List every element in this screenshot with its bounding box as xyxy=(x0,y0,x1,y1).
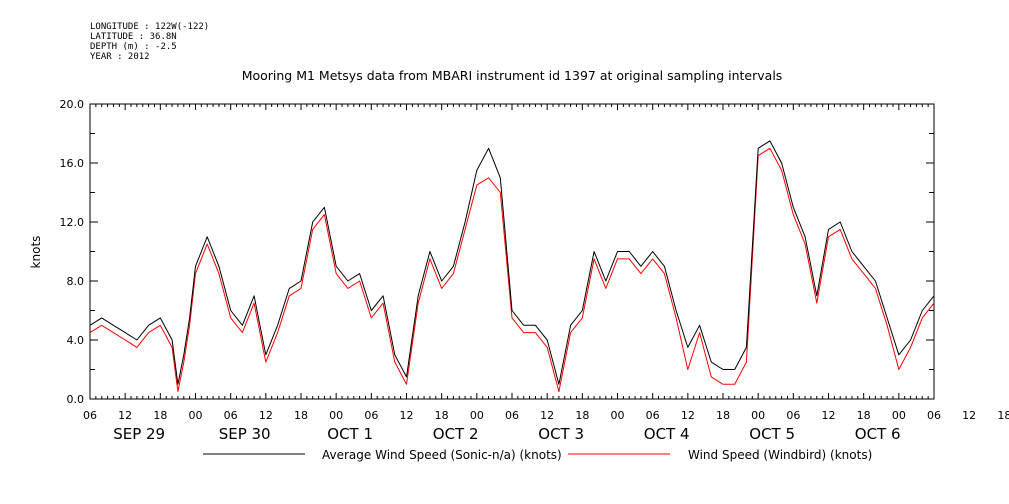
x-hour-label: 12 xyxy=(822,409,836,422)
legend-label-windbird: Wind Speed (Windbird) (knots) xyxy=(688,448,872,462)
x-hour-label: 12 xyxy=(400,409,414,422)
x-hour-label: 12 xyxy=(118,409,132,422)
series-line xyxy=(89,147,935,393)
legend: Average Wind Speed (Sonic-n/a) (knots) W… xyxy=(203,448,872,462)
year-label: YEAR : 2012 xyxy=(90,52,150,62)
series-lines xyxy=(89,140,935,393)
x-hour-label: 00 xyxy=(470,409,484,422)
x-hour-label: 06 xyxy=(646,409,660,422)
x-hour-label: 18 xyxy=(435,409,449,422)
y-tick-label: 16.0 xyxy=(60,157,85,170)
x-hour-label: 06 xyxy=(364,409,378,422)
x-hour-label: 12 xyxy=(681,409,695,422)
x-day-label: OCT 4 xyxy=(644,425,690,443)
x-hour-label: 18 xyxy=(153,409,167,422)
x-hour-label: 18 xyxy=(997,409,1009,422)
x-day-label: SEP 30 xyxy=(219,425,271,443)
x-hour-label: 06 xyxy=(505,409,519,422)
x-hour-label: 00 xyxy=(892,409,906,422)
x-hour-label: 12 xyxy=(962,409,976,422)
y-axis-label: knots xyxy=(29,236,43,269)
x-hour-label: 06 xyxy=(927,409,941,422)
x-hour-label: 12 xyxy=(259,409,273,422)
legend-label-average: Average Wind Speed (Sonic-n/a) (knots) xyxy=(322,448,562,462)
x-hour-label: 18 xyxy=(294,409,308,422)
x-day-label: OCT 6 xyxy=(855,425,901,443)
x-day-label: OCT 1 xyxy=(327,425,373,443)
x-hour-label: 00 xyxy=(189,409,203,422)
x-hour-label: 06 xyxy=(224,409,238,422)
x-hour-label: 18 xyxy=(716,409,730,422)
x-hour-label: 00 xyxy=(751,409,765,422)
x-hour-label: 06 xyxy=(786,409,800,422)
y-tick-label: 12.0 xyxy=(60,216,85,229)
x-day-label: SEP 29 xyxy=(113,425,165,443)
y-tick-label: 0.0 xyxy=(67,393,85,406)
axis-ticks xyxy=(89,103,935,400)
x-hour-label: 00 xyxy=(611,409,625,422)
x-hour-label: 00 xyxy=(329,409,343,422)
metadata-block: LONGITUDE : 122W(-122) LATITUDE : 36.8N … xyxy=(90,22,209,62)
latitude-label: LATITUDE : 36.8N xyxy=(90,32,177,42)
x-day-label: OCT 2 xyxy=(433,425,479,443)
y-tick-labels: 0.0 4.0 8.0 12.0 16.0 20.0 xyxy=(60,98,85,406)
series-line xyxy=(89,140,935,385)
x-hour-label: 12 xyxy=(540,409,554,422)
x-hour-label: 18 xyxy=(857,409,871,422)
x-day-label: OCT 3 xyxy=(538,425,584,443)
longitude-label: LONGITUDE : 122W(-122) xyxy=(90,22,210,32)
x-day-label: OCT 5 xyxy=(749,425,795,443)
y-tick-label: 20.0 xyxy=(60,98,85,111)
y-tick-label: 4.0 xyxy=(67,334,85,347)
x-hour-label: 18 xyxy=(575,409,589,422)
x-day-labels: SEP 29 SEP 30 OCT 1 OCT 2 OCT 3 OCT 4 OCT 5 OCT… xyxy=(113,425,900,443)
depth-label: DEPTH (m) : -2.5 xyxy=(90,42,177,52)
x-hour-label: 06 xyxy=(83,409,97,422)
x-tick-labels: 06 12 18 00 06 12 18 00 06 12 18 00 06 12 18 00 06 12 18 00… xyxy=(83,409,1009,422)
y-tick-label: 8.0 xyxy=(67,275,85,288)
chart-title: Mooring M1 Metsys data from MBARI instru… xyxy=(242,68,783,83)
plot-frame xyxy=(89,103,935,400)
